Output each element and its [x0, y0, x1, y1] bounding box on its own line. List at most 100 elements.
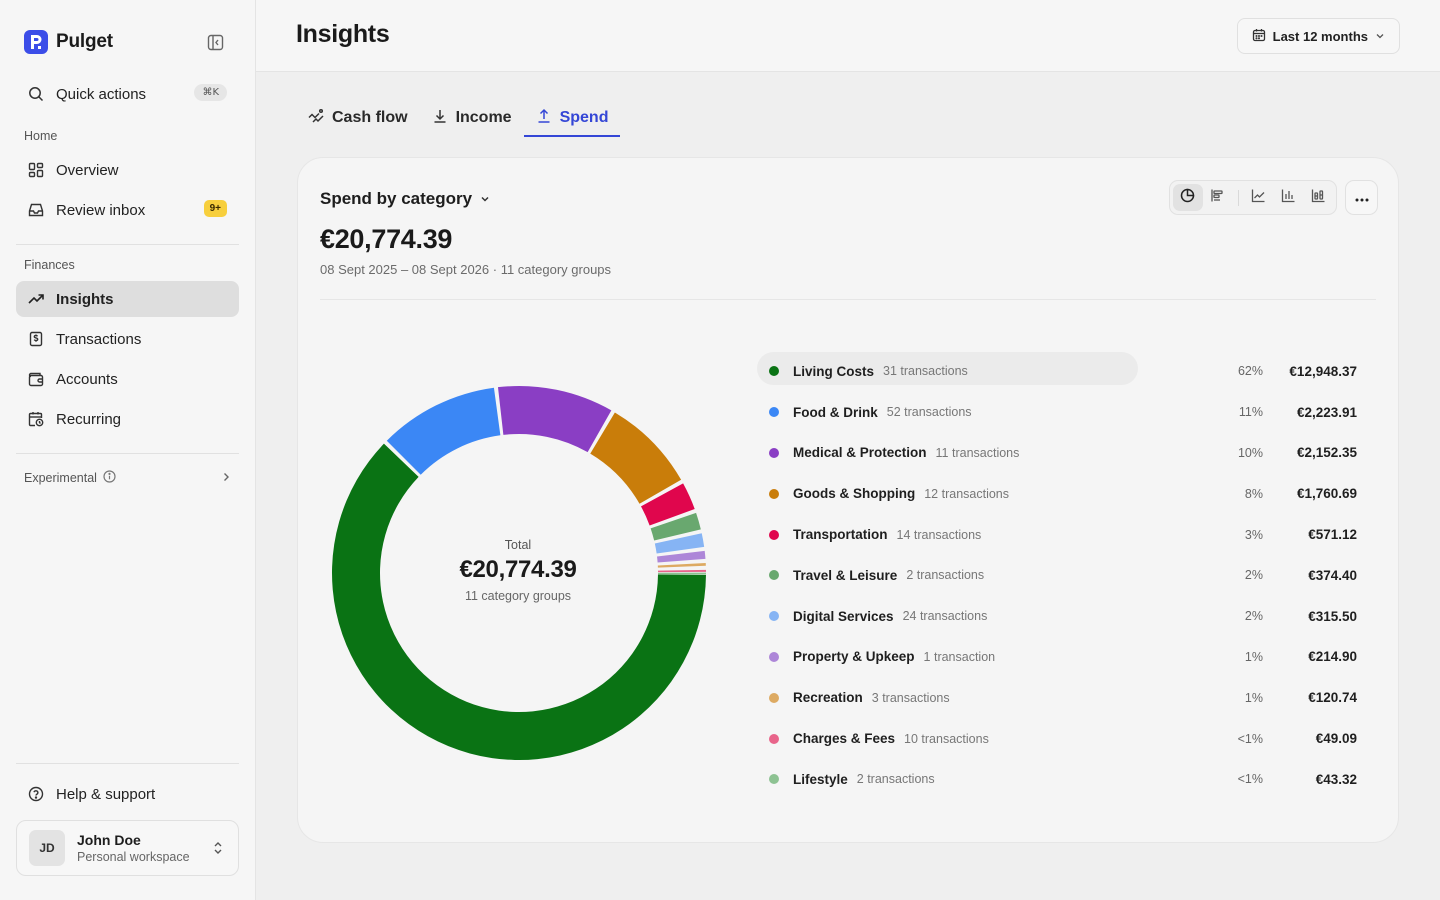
donut-slice[interactable] [650, 512, 701, 541]
more-options-button[interactable] [1345, 180, 1378, 215]
category-name: Digital Services [793, 608, 894, 624]
horizontal-bar-chart-icon [1210, 188, 1225, 208]
tab-income[interactable]: Income [420, 100, 524, 136]
user-switcher[interactable]: JD John Doe Personal workspace [16, 820, 239, 876]
download-icon [432, 108, 448, 129]
transaction-count: 12 transactions [924, 486, 1010, 501]
spend-donut-chart[interactable] [330, 384, 708, 762]
category-name: Living Costs [793, 363, 875, 379]
sidebar-item-overview[interactable]: Overview [16, 152, 239, 188]
donut-slice[interactable] [640, 483, 695, 526]
experimental-section-toggle[interactable]: Experimental [24, 470, 231, 486]
date-range-select[interactable]: Last 12 months [1236, 18, 1400, 54]
chart-view-toggle [1169, 180, 1337, 215]
avatar: JD [29, 830, 65, 866]
inbox-icon [28, 202, 44, 218]
category-name: Food & Drink [793, 404, 878, 420]
sidebar-item-accounts[interactable]: Accounts [16, 361, 239, 397]
legend-row[interactable]: Goods & Shopping 12 transactions 8% €1,760.… [757, 473, 1377, 514]
stacked-bar-view-button[interactable] [1303, 184, 1333, 211]
divider [16, 763, 239, 764]
tab-spend[interactable]: Spend [523, 100, 621, 137]
transaction-count: 2 transactions [856, 772, 935, 787]
section-label-finances: Finances [24, 258, 75, 272]
tab-label: Cash flow [332, 109, 408, 126]
category-percent: <1% [1237, 772, 1263, 787]
legend-row[interactable]: Property & Upkeep 1 transaction 1% €214.90 [757, 637, 1377, 678]
legend-row[interactable]: Living Costs 31 transactions 62% €12,948.37 [757, 351, 1377, 392]
sidebar: Pulget Quick actions ⌘K Home Overview Re… [0, 0, 256, 900]
legend-row[interactable]: Charges & Fees 10 transactions <1% €49.09 [757, 718, 1377, 759]
donut-view-button[interactable] [1173, 184, 1203, 211]
chart-grouping-select[interactable]: Spend by category [320, 189, 490, 209]
sidebar-item-label: Accounts [56, 370, 118, 388]
legend-color-dot [769, 529, 779, 540]
receipt-icon [28, 331, 44, 347]
transaction-count: 2 transactions [906, 568, 985, 583]
stacked-bar-chart-icon [1311, 188, 1326, 208]
donut-slice[interactable] [497, 386, 612, 453]
grid-icon [28, 162, 44, 178]
horizontal-bar-view-button[interactable] [1203, 184, 1233, 211]
tab-cash-flow[interactable]: Cash flow [296, 100, 420, 136]
help-support-button[interactable]: Help & support [16, 776, 239, 812]
calendar-recurring-icon [28, 411, 44, 427]
legend-row[interactable]: Food & Drink 52 transactions 11% €2,223.91 [757, 392, 1377, 433]
sidebar-item-transactions[interactable]: Transactions [16, 321, 239, 357]
legend-color-dot [769, 733, 779, 744]
page-title: Insights [296, 20, 390, 48]
donut-slice[interactable] [657, 562, 706, 568]
category-name: Medical & Protection [793, 445, 927, 461]
donut-slice[interactable] [657, 572, 706, 575]
donut-total-label: Total [504, 538, 532, 552]
sidebar-item-insights[interactable]: Insights [16, 281, 239, 317]
date-range-label: Last 12 months [1272, 28, 1368, 44]
bar-view-button[interactable] [1273, 184, 1303, 211]
donut-slice[interactable] [657, 569, 706, 573]
donut-slice[interactable] [657, 550, 706, 563]
line-chart-icon [1251, 188, 1266, 208]
category-name: Lifestyle [793, 771, 848, 787]
legend-row[interactable]: Travel & Leisure 2 transactions 2% €374.40 [757, 555, 1377, 596]
quick-actions-shortcut: ⌘K [194, 84, 227, 101]
transaction-count: 14 transactions [896, 527, 982, 542]
legend-color-dot [769, 407, 779, 418]
legend-row[interactable]: Digital Services 24 transactions 2% €315.50 [757, 596, 1377, 637]
legend-color-dot [769, 692, 779, 703]
transaction-count: 52 transactions [886, 405, 972, 420]
donut-slice[interactable] [386, 387, 501, 475]
collapse-sidebar-icon[interactable] [205, 32, 225, 52]
sidebar-item-recurring[interactable]: Recurring [16, 401, 239, 437]
category-percent: 11% [1238, 405, 1263, 420]
card-subtitle: 08 Sept 2025 – 08 Sept 2026 · 11 categor… [320, 262, 612, 277]
transaction-count: 1 transaction [923, 649, 996, 664]
donut-total-sub: 11 category groups [464, 589, 572, 603]
category-percent: 1% [1244, 690, 1263, 705]
quick-actions-button[interactable]: Quick actions ⌘K [16, 76, 239, 112]
category-percent: 8% [1244, 486, 1263, 501]
line-view-button[interactable] [1244, 184, 1274, 211]
legend-color-dot [769, 651, 779, 662]
donut-slice[interactable] [654, 533, 705, 554]
bar-chart-icon [1281, 188, 1296, 208]
user-name: John Doe [77, 832, 141, 848]
donut-slice[interactable] [331, 443, 706, 760]
brand[interactable]: Pulget [24, 30, 113, 54]
category-percent: 62% [1237, 364, 1263, 379]
legend-color-dot [769, 611, 779, 622]
sidebar-item-review-inbox[interactable]: Review inbox 9+ [16, 192, 239, 228]
category-percent: 2% [1244, 568, 1263, 583]
legend-row[interactable]: Transportation 14 transactions 3% €571.12 [757, 514, 1377, 555]
info-icon [103, 470, 116, 486]
category-amount: €315.50 [1308, 608, 1357, 624]
legend-row[interactable]: Medical & Protection 11 transactions 10% €2… [757, 433, 1377, 474]
chevron-right-icon [221, 471, 231, 485]
legend-color-dot [769, 366, 779, 377]
legend-row[interactable]: Recreation 3 transactions 1% €120.74 [757, 677, 1377, 718]
donut-slice[interactable] [590, 412, 682, 504]
tab-label: Income [455, 109, 512, 126]
brand-logo-icon [24, 30, 48, 54]
card-total: €20,774.39 [320, 224, 453, 254]
legend-row[interactable]: Lifestyle 2 transactions <1% €43.32 [757, 759, 1377, 800]
legend-color-dot [769, 488, 779, 499]
